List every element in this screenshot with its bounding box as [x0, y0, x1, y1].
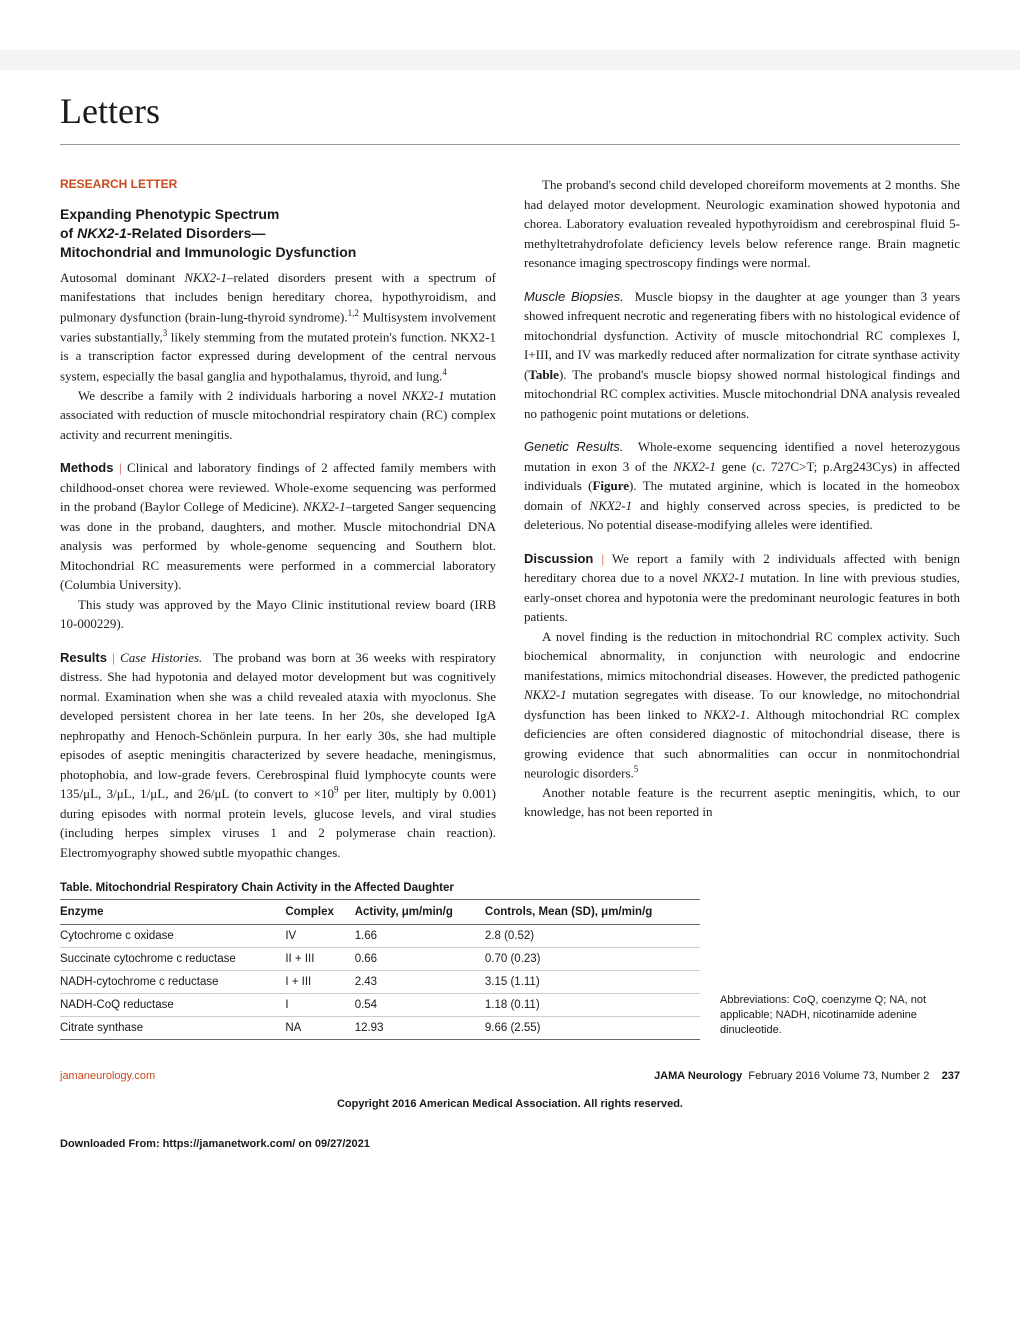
genetic-heading: Genetic Results. — [524, 439, 623, 454]
table-row: Cytochrome c oxidaseIV1.662.8 (0.52) — [60, 925, 700, 948]
results-heading: Results — [60, 650, 107, 665]
table-cell: NA — [285, 1017, 354, 1040]
data-table: Enzyme Complex Activity, μm/min/g Contro… — [60, 900, 700, 1040]
right-column: The proband's second child developed cho… — [524, 175, 960, 862]
results-block: Results | Case Histories. The proband wa… — [60, 648, 496, 863]
footer-citation: JAMA Neurology February 2016 Volume 73, … — [654, 1070, 960, 1082]
table-abbreviations: Abbreviations: CoQ, coenzyme Q; NA, not … — [720, 993, 960, 1041]
methods-irb: This study was approved by the Mayo Clin… — [60, 595, 496, 634]
table-title: Table. Mitochondrial Respiratory Chain A… — [60, 882, 700, 900]
table-row: NADH-CoQ reductaseI0.541.18 (0.11) — [60, 994, 700, 1017]
table-cell: 9.66 (2.55) — [485, 1017, 700, 1040]
table-cell: 0.54 — [355, 994, 485, 1017]
table-cell: 2.8 (0.52) — [485, 925, 700, 948]
table-cell: II + III — [285, 948, 354, 971]
methods-heading: Methods — [60, 460, 113, 475]
table-cell: NADH-cytochrome c reductase — [60, 971, 285, 994]
title-line-2: of NKX2-1-Related Disorders— — [60, 225, 265, 241]
table-cell: 0.66 — [355, 948, 485, 971]
table-cell: I + III — [285, 971, 354, 994]
table-row: Succinate cytochrome c reductaseII + III… — [60, 948, 700, 971]
table-row: Citrate synthaseNA12.939.66 (2.55) — [60, 1017, 700, 1040]
article-title: Expanding Phenotypic Spectrum of NKX2-1-… — [60, 205, 496, 262]
table-cell: Cytochrome c oxidase — [60, 925, 285, 948]
table-cell: 1.66 — [355, 925, 485, 948]
table-block: Table. Mitochondrial Respiratory Chain A… — [60, 882, 700, 1040]
methods-block: Methods | Clinical and laboratory findin… — [60, 458, 496, 595]
case-histories-label: Case Histories. — [120, 650, 202, 665]
journal-name: JAMA Neurology — [654, 1070, 742, 1082]
title-line-1: Expanding Phenotypic Spectrum — [60, 206, 279, 222]
copyright-notice: Copyright 2016 American Medical Associat… — [60, 1098, 960, 1110]
table-wrap: Table. Mitochondrial Respiratory Chain A… — [60, 882, 960, 1040]
discussion-block: Discussion | We report a family with 2 i… — [524, 549, 960, 627]
muscle-block: Muscle Biopsies. Muscle biopsy in the da… — [524, 287, 960, 424]
th-complex: Complex — [285, 900, 354, 925]
table-cell: 1.18 (0.11) — [485, 994, 700, 1017]
page-footer: jamaneurology.com JAMA Neurology Februar… — [60, 1070, 960, 1082]
second-child-paragraph: The proband's second child developed cho… — [524, 175, 960, 273]
intro-paragraph-2: We describe a family with 2 individuals … — [60, 386, 496, 445]
table-cell: Citrate synthase — [60, 1017, 285, 1040]
intro-paragraph: Autosomal dominant NKX2-1–related disord… — [60, 268, 496, 386]
header-band — [0, 50, 1020, 70]
muscle-text: Muscle biopsy in the daughter at age you… — [524, 289, 960, 421]
table-header-row: Enzyme Complex Activity, μm/min/g Contro… — [60, 900, 700, 925]
table-cell: I — [285, 994, 354, 1017]
table-cell: 3.15 (1.11) — [485, 971, 700, 994]
discussion-p3: Another notable feature is the recurrent… — [524, 783, 960, 822]
research-letter-label: RESEARCH LETTER — [60, 175, 496, 193]
download-notice: Downloaded From: https://jamanetwork.com… — [60, 1138, 960, 1150]
title-line-3: Mitochondrial and Immunologic Dysfunctio… — [60, 244, 356, 260]
methods-text: Clinical and laboratory findings of 2 af… — [60, 460, 496, 592]
discussion-p2: A novel finding is the reduction in mito… — [524, 627, 960, 783]
table-cell: 2.43 — [355, 971, 485, 994]
table-row: NADH-cytochrome c reductaseI + III2.433.… — [60, 971, 700, 994]
results-text: The proband was born at 36 weeks with re… — [60, 650, 496, 860]
footer-url[interactable]: jamaneurology.com — [60, 1070, 155, 1082]
th-enzyme: Enzyme — [60, 900, 285, 925]
left-column: RESEARCH LETTER Expanding Phenotypic Spe… — [60, 175, 496, 862]
th-controls: Controls, Mean (SD), μm/min/g — [485, 900, 700, 925]
table-cell: NADH-CoQ reductase — [60, 994, 285, 1017]
table-cell: 0.70 (0.23) — [485, 948, 700, 971]
issue-info: February 2016 Volume 73, Number 2 — [748, 1070, 929, 1082]
genetic-block: Genetic Results. Whole-exome sequencing … — [524, 437, 960, 535]
table-cell: Succinate cytochrome c reductase — [60, 948, 285, 971]
th-activity: Activity, μm/min/g — [355, 900, 485, 925]
two-column-layout: RESEARCH LETTER Expanding Phenotypic Spe… — [60, 175, 960, 862]
table-cell: IV — [285, 925, 354, 948]
discussion-heading: Discussion — [524, 551, 593, 566]
table-cell: 12.93 — [355, 1017, 485, 1040]
muscle-heading: Muscle Biopsies. — [524, 289, 624, 304]
page-number: 237 — [942, 1070, 960, 1082]
section-title: Letters — [60, 90, 960, 145]
